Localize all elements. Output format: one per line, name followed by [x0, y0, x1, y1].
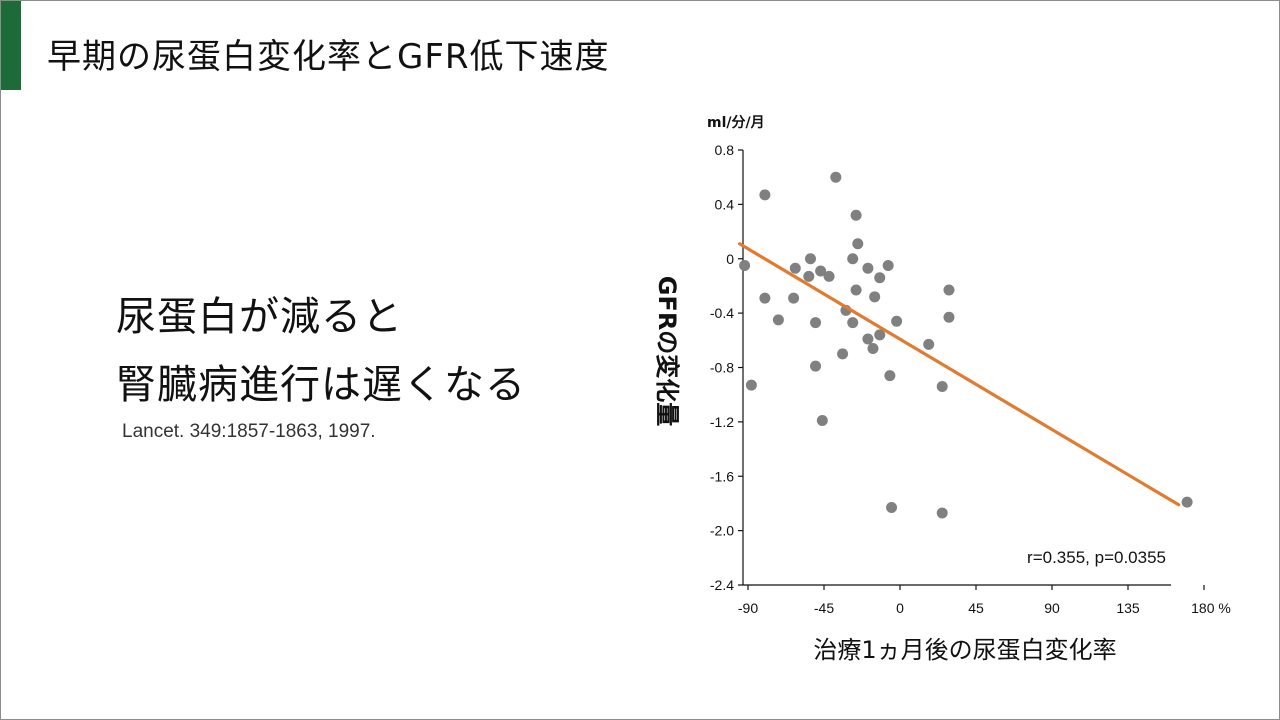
slide-title: 早期の尿蛋白変化率とGFR低下速度 [47, 37, 610, 77]
y-axis-unit: ml/分/月 [707, 115, 765, 131]
data-point [847, 317, 859, 329]
y-tick-label: 0 [726, 251, 734, 267]
data-point [867, 342, 879, 354]
data-point [830, 171, 842, 183]
data-point [936, 381, 948, 393]
data-point [850, 284, 862, 296]
data-point [936, 507, 948, 519]
y-tick-label: 0.8 [715, 142, 735, 158]
data-point [943, 311, 955, 323]
data-point [823, 270, 835, 282]
title-accent-bar [1, 1, 21, 90]
data-point [816, 415, 828, 427]
y-tick-label: -1.6 [710, 468, 734, 484]
x-tick-label: 45 [968, 600, 984, 616]
data-point [810, 317, 822, 329]
data-point [815, 265, 827, 277]
y-tick-label: -1.2 [710, 414, 734, 430]
data-point [874, 329, 886, 341]
x-ticks: -90 -45 0 45 90 135 180 % [738, 585, 1231, 616]
data-point [804, 253, 816, 265]
data-point [852, 238, 864, 250]
data-point [862, 262, 874, 274]
data-point [789, 262, 801, 274]
data-point [862, 333, 874, 345]
data-points [739, 171, 1193, 519]
data-point [810, 360, 822, 372]
citation: Lancet. 349:1857-1863, 1997. [122, 421, 376, 442]
data-point [847, 253, 859, 265]
data-point [745, 379, 757, 391]
data-point [882, 260, 894, 272]
y-tick-label: -0.4 [710, 305, 734, 321]
data-point [884, 370, 896, 382]
data-point [772, 314, 784, 326]
data-point [869, 291, 881, 303]
x-tick-label: 0 [896, 600, 904, 616]
data-point [788, 292, 800, 304]
data-point [923, 338, 935, 350]
y-ticks: 0.8 0.4 0 -0.4 -0.8 -1.2 -1.6 -2.0 -2.4 [710, 142, 743, 593]
headline-line-1: 尿蛋白が減ると [116, 294, 403, 340]
correlation-annotation: r=0.355, p=0.0355 [1027, 548, 1166, 567]
headline: 尿蛋白が減ると 腎臓病進行は遅くなる [116, 283, 526, 419]
data-point [803, 270, 815, 282]
data-point [739, 260, 751, 272]
data-point [837, 348, 849, 360]
data-point [891, 315, 903, 327]
data-point [1181, 496, 1193, 508]
data-point [850, 209, 862, 221]
data-point [943, 284, 955, 296]
y-tick-label: -0.8 [710, 360, 734, 376]
trend-line [737, 242, 1181, 507]
x-tick-label: -90 [738, 600, 758, 616]
y-tick-label: 0.4 [715, 196, 735, 212]
data-point [874, 272, 886, 284]
x-tick-label: 180 % [1191, 600, 1231, 616]
x-tick-label: 90 [1044, 600, 1060, 616]
x-tick-label: 135 [1116, 600, 1140, 616]
headline-line-2: 腎臓病進行は遅くなる [116, 362, 526, 408]
y-tick-label: -2.4 [710, 577, 734, 593]
x-axis-label: 治療1ヵ月後の尿蛋白変化率 [813, 636, 1116, 664]
data-point [759, 189, 771, 201]
data-point [886, 502, 898, 514]
chart-axes [742, 150, 1171, 586]
y-tick-label: -2.0 [710, 523, 734, 539]
y-axis-label: GFRの変化量 [653, 276, 681, 427]
data-point [759, 292, 771, 304]
x-tick-label: -45 [814, 600, 834, 616]
